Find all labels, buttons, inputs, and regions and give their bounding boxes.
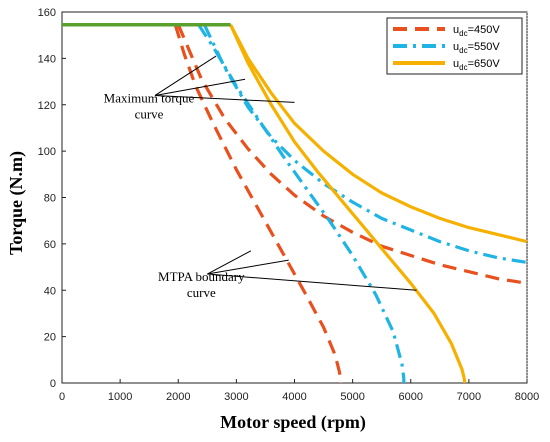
legend-subscript: dc <box>459 46 467 55</box>
x-axis-title: Motor speed (rpm) <box>220 412 366 433</box>
series-0-maximum-torque-line <box>176 24 527 285</box>
annotation-text: MTPA boundary <box>158 269 245 284</box>
y-tick-label: 140 <box>38 53 56 65</box>
x-tick-label: 2000 <box>166 391 190 403</box>
x-tick-label: 5000 <box>340 391 364 403</box>
legend-label-2: udc=650V <box>453 58 500 72</box>
curves <box>62 23 527 383</box>
y-tick-label: 160 <box>38 7 56 19</box>
legend-main: u <box>453 58 459 70</box>
annotation-text: curve <box>135 106 164 121</box>
annotation-pointer-line <box>154 78 246 96</box>
x-axis-ticks: 0 1000 2000 3000 4000 5000 6000 7000 8000 <box>59 379 539 403</box>
x-tick-label: 1000 <box>108 391 132 403</box>
annotation-pointer-line <box>207 259 289 275</box>
x-tick-label: 0 <box>59 391 65 403</box>
series-1-maximum-torque-line <box>202 24 527 264</box>
y-axis-title: Torque (N.m) <box>6 151 27 255</box>
x-tick-label: 8000 <box>515 391 539 403</box>
series-0-mtpa-boundary-line <box>173 24 343 383</box>
x-tick-label: 6000 <box>399 391 423 403</box>
x-tick-label: 7000 <box>457 391 481 403</box>
annotation-pointer-line <box>207 250 252 275</box>
x-tick-label: 4000 <box>282 391 306 403</box>
series-2-mtpa-boundary-line <box>229 24 467 383</box>
y-tick-label: 40 <box>44 285 56 297</box>
annotation-text: Maximum torque <box>104 90 195 105</box>
annotation-text: curve <box>187 285 216 300</box>
y-tick-label: 20 <box>44 332 56 344</box>
y-tick-label: 60 <box>44 239 56 251</box>
legend-label-1: udc=550V <box>453 41 500 55</box>
annotation-pointer-line <box>154 94 295 103</box>
legend-value: =450V <box>468 24 501 36</box>
x-tick-label: 3000 <box>224 391 248 403</box>
legend-subscript: dc <box>459 29 467 38</box>
legend-value: =550V <box>468 41 501 53</box>
annotation-pointer-line <box>207 273 417 291</box>
legend-subscript: dc <box>459 63 467 72</box>
y-tick-label: 120 <box>38 100 56 112</box>
y-tick-label: 80 <box>44 193 56 205</box>
legend-main: u <box>453 41 459 53</box>
y-axis-ticks: 0 20 40 60 80 100 120 140 160 <box>38 7 66 390</box>
legend-value: =650V <box>468 58 501 70</box>
legend-label-0: udc=450V <box>453 24 500 38</box>
legend-main: u <box>453 24 459 36</box>
y-tick-label: 0 <box>50 378 56 390</box>
y-tick-label: 100 <box>38 146 56 158</box>
series-1-mtpa-boundary-line <box>197 23 406 383</box>
series-2-maximum-torque-line <box>229 24 527 244</box>
annotation-pointer-line <box>154 55 217 96</box>
